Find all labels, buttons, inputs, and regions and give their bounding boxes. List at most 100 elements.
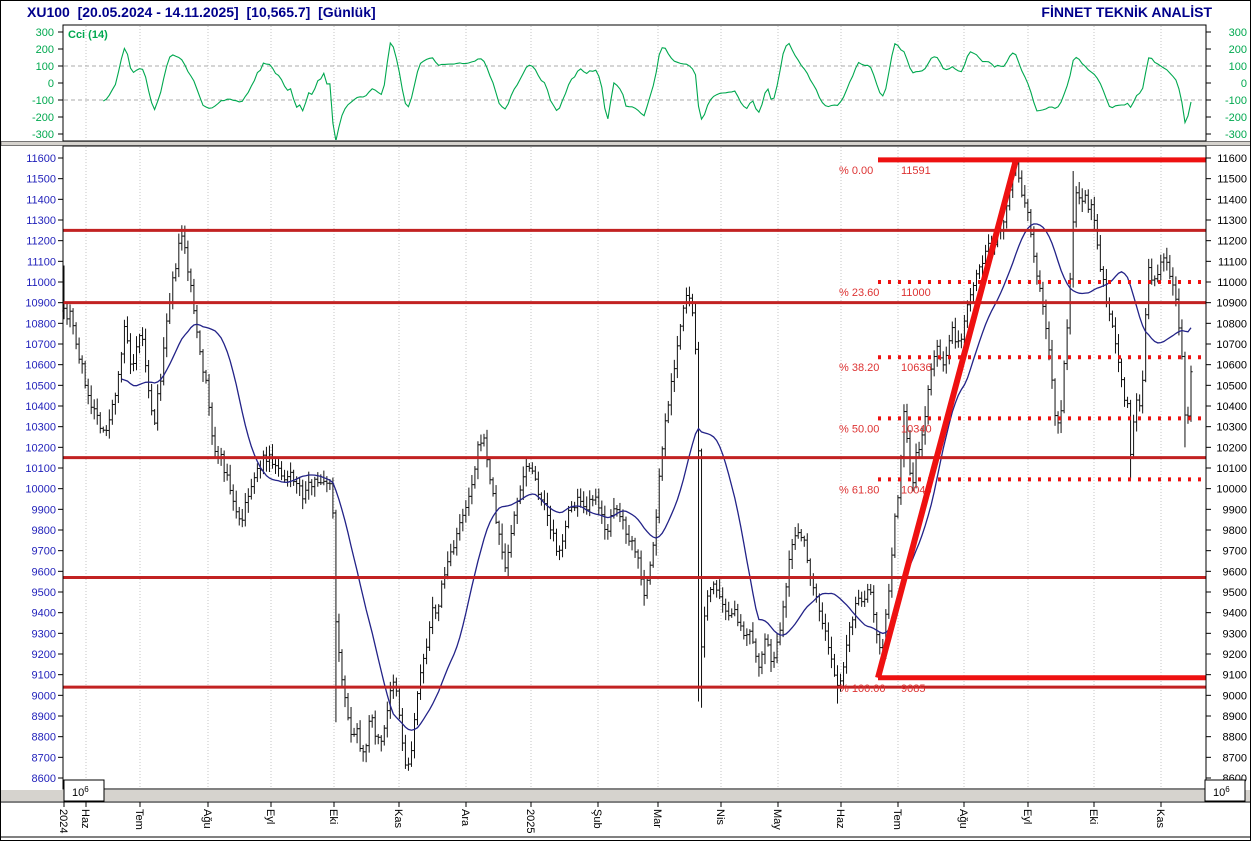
x-tick-label: Eyl [264, 809, 276, 824]
fib-value-label: 10636 [901, 362, 932, 374]
svg-text:9000: 9000 [1223, 690, 1247, 702]
svg-text:9100: 9100 [1223, 670, 1247, 682]
gridlines [64, 26, 1205, 788]
trend-line [875, 159, 1019, 679]
x-tick-label: Haz [834, 809, 846, 829]
svg-text:8600: 8600 [32, 773, 56, 785]
svg-text:9500: 9500 [32, 587, 56, 599]
svg-text:11600: 11600 [26, 153, 56, 165]
svg-text:9800: 9800 [32, 525, 56, 537]
svg-text:10700: 10700 [25, 339, 56, 351]
svg-text:9500: 9500 [1223, 587, 1247, 599]
svg-text:9000: 9000 [32, 690, 56, 702]
svg-text:-300: -300 [1225, 129, 1247, 141]
svg-text:300: 300 [1229, 27, 1247, 39]
svg-text:10500: 10500 [1216, 380, 1247, 392]
svg-text:9600: 9600 [1223, 566, 1247, 578]
x-tick-label: May [771, 809, 783, 830]
svg-text:11400: 11400 [1217, 194, 1247, 206]
cci-line [103, 41, 1192, 140]
svg-text:-300: -300 [32, 129, 54, 141]
axis-divider [1, 790, 1250, 801]
svg-text:11400: 11400 [26, 194, 56, 206]
svg-text:10600: 10600 [25, 360, 56, 372]
svg-text:9400: 9400 [1223, 608, 1247, 620]
svg-text:-200: -200 [1225, 112, 1247, 124]
svg-text:10700: 10700 [1216, 339, 1247, 351]
svg-text:9700: 9700 [1223, 546, 1247, 558]
svg-text:11300: 11300 [1217, 215, 1247, 227]
svg-text:11100: 11100 [1218, 256, 1247, 268]
x-tick-label: Ara [459, 809, 471, 827]
fib-pct-label: % 0.00 [839, 165, 873, 177]
svg-text:10500: 10500 [25, 380, 56, 392]
candlestick-series [62, 159, 1193, 771]
fib-value-label: 10045 [901, 484, 932, 496]
x-tick-label: Tem [133, 809, 145, 830]
x-tick-label: 2024 [57, 809, 69, 833]
fibonacci-retracement: % 0.00 11591 % 23.60 11000 % 38.20 10636 % 50.… [839, 157, 1206, 695]
cci-axis-right: 300 200 100 0 -100 -200 -300 [1206, 27, 1247, 141]
svg-text:11200: 11200 [26, 236, 56, 248]
svg-text:10000: 10000 [1216, 484, 1247, 496]
svg-text:10900: 10900 [25, 298, 56, 310]
panel-divider [1, 141, 1250, 146]
x-tick-label: Eyl [1021, 809, 1033, 824]
x-tick-label: Haz [79, 809, 91, 829]
cci-axis-left: 300 200 100 0 -100 -200 -300 [32, 27, 63, 141]
price-axis-left: 8600 8700 8800 8900 9000 9100 9200 9300 9400 9500… [25, 153, 63, 785]
x-tick-label: 2025 [524, 809, 536, 833]
svg-text:0: 0 [1241, 78, 1247, 90]
cci-panel [62, 24, 1207, 142]
svg-text:9100: 9100 [32, 670, 56, 682]
x-tick-label: Kas [1154, 809, 1166, 828]
svg-text:9200: 9200 [32, 649, 56, 661]
svg-text:10000: 10000 [25, 484, 56, 496]
x-tick-label: Şub [591, 809, 603, 829]
svg-text:11100: 11100 [27, 256, 56, 268]
fib-value-label: 9085 [901, 683, 925, 695]
svg-text:300: 300 [36, 27, 54, 39]
svg-text:-100: -100 [1225, 95, 1247, 107]
fib-pct-label: % 61.80 [839, 484, 879, 496]
svg-text:11000: 11000 [26, 277, 56, 289]
svg-text:10200: 10200 [1216, 442, 1247, 454]
x-tick-label: Tem [891, 809, 903, 830]
svg-text:9900: 9900 [32, 504, 56, 516]
svg-text:10300: 10300 [25, 422, 56, 434]
support-resistance-lines [63, 228, 1206, 689]
svg-text:10100: 10100 [25, 463, 56, 475]
svg-text:11600: 11600 [1217, 153, 1247, 165]
chart-header: XU100 [20.05.2024 - 14.11.2025] [10,565.… [1, 1, 1250, 27]
fib-value-label: 11000 [901, 287, 931, 299]
x-tick-label: Eki [1087, 809, 1099, 824]
x-tick-label: Mar [651, 809, 663, 828]
svg-text:10100: 10100 [1216, 463, 1247, 475]
x-tick-label: Ağu [201, 809, 213, 829]
svg-text:200: 200 [1229, 44, 1247, 56]
x-tick-label: Eki [327, 809, 339, 824]
svg-text:8900: 8900 [1223, 711, 1247, 723]
x-tick-label: Nis [714, 809, 726, 825]
svg-text:10400: 10400 [25, 401, 56, 413]
svg-text:9400: 9400 [32, 608, 56, 620]
svg-text:9600: 9600 [32, 566, 56, 578]
svg-text:10900: 10900 [1216, 298, 1247, 310]
brand-name: FİNNET TEKNİK ANALİST [1041, 4, 1212, 20]
svg-text:10300: 10300 [1216, 422, 1247, 434]
x-tick-label: Kas [392, 809, 404, 828]
svg-text:9900: 9900 [1223, 504, 1247, 516]
svg-text:0: 0 [48, 78, 54, 90]
x-axis: 2024 Haz Tem Ağu Eyl Eki Kas Ara 2025 Şub Mar Nis Ma… [57, 802, 1166, 833]
svg-text:9700: 9700 [32, 546, 56, 558]
x-tick-label: Ağu [957, 809, 969, 829]
volume-scale-box-right [1204, 779, 1246, 802]
svg-text:9200: 9200 [1223, 649, 1247, 661]
svg-text:100: 100 [36, 61, 54, 73]
fib-pct-label: % 50.00 [839, 423, 879, 435]
fib-value-label: 10340 [901, 423, 932, 435]
svg-text:10600: 10600 [1216, 360, 1247, 372]
svg-text:11500: 11500 [26, 174, 56, 186]
